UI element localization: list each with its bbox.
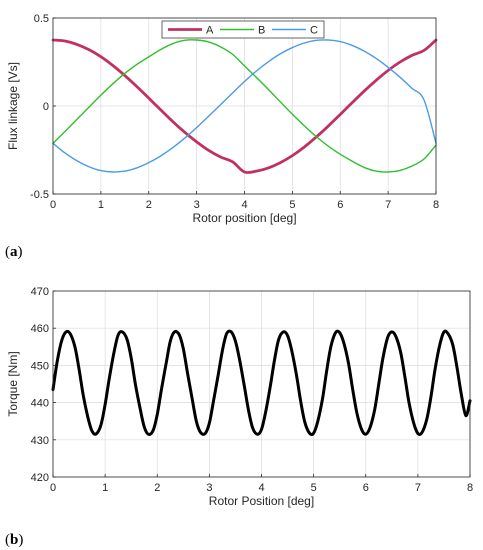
flux-y-axis-label: Flux linkage [Vs] — [6, 62, 20, 150]
y-tick-label: 0.5 — [34, 13, 49, 25]
flux-x-axis-label: Rotor position [deg] — [192, 211, 296, 225]
y-tick-label: 430 — [31, 435, 49, 447]
y-tick-label: 0 — [43, 101, 49, 113]
x-tick-label: 8 — [467, 482, 473, 494]
series-line-a — [51, 38, 438, 175]
x-tick-label: 7 — [385, 199, 391, 211]
x-tick-label: 0 — [50, 199, 56, 211]
x-tick-label: 6 — [337, 199, 343, 211]
y-tick-label: 460 — [31, 323, 49, 335]
y-tick-label: 450 — [31, 360, 49, 372]
legend-label-c: C — [310, 25, 318, 37]
x-tick-label: 6 — [363, 482, 369, 494]
x-tick-label: 8 — [433, 199, 439, 211]
torque-ticks: 0 1 2 3 4 5 6 7 8 420 430 440 450 460 470 — [31, 286, 473, 494]
x-tick-label: 5 — [289, 199, 295, 211]
x-tick-label: 0 — [50, 482, 56, 494]
series-line-b — [52, 39, 437, 173]
x-tick-label: 5 — [311, 482, 317, 494]
x-tick-label: 7 — [415, 482, 421, 494]
torque-x-axis-label: Rotor Position [deg] — [209, 494, 314, 508]
flux-legend: A B C — [161, 20, 325, 39]
flux-series — [51, 38, 438, 175]
torque-series — [51, 329, 472, 437]
x-tick-label: 1 — [98, 199, 104, 211]
torque-line — [51, 329, 472, 437]
legend-label-a: A — [206, 25, 214, 37]
torque-y-axis-label: Torque [Nm] — [6, 351, 20, 416]
x-tick-label: 2 — [154, 482, 160, 494]
panel-label-a: (a) — [5, 244, 23, 260]
series-line-c — [52, 39, 437, 173]
panel-label-b: (b) — [5, 532, 23, 548]
x-tick-label: 4 — [258, 482, 264, 494]
y-tick-label: 420 — [31, 472, 49, 484]
flux-ticks: 0 1 2 3 4 5 6 7 8-0.500.5 — [30, 13, 439, 211]
x-tick-label: 2 — [146, 199, 152, 211]
y-tick-label: 470 — [31, 286, 49, 298]
legend-label-b: B — [258, 25, 265, 37]
torque-chart: 0 1 2 3 4 5 6 7 8 420 430 440 450 460 470 Rotor Positi… — [6, 286, 473, 508]
x-tick-label: 1 — [102, 482, 108, 494]
y-tick-label: 440 — [31, 398, 49, 410]
x-tick-label: 3 — [206, 482, 212, 494]
x-tick-label: 4 — [241, 199, 247, 211]
y-tick-label: -0.5 — [30, 189, 49, 201]
x-tick-label: 3 — [194, 199, 200, 211]
